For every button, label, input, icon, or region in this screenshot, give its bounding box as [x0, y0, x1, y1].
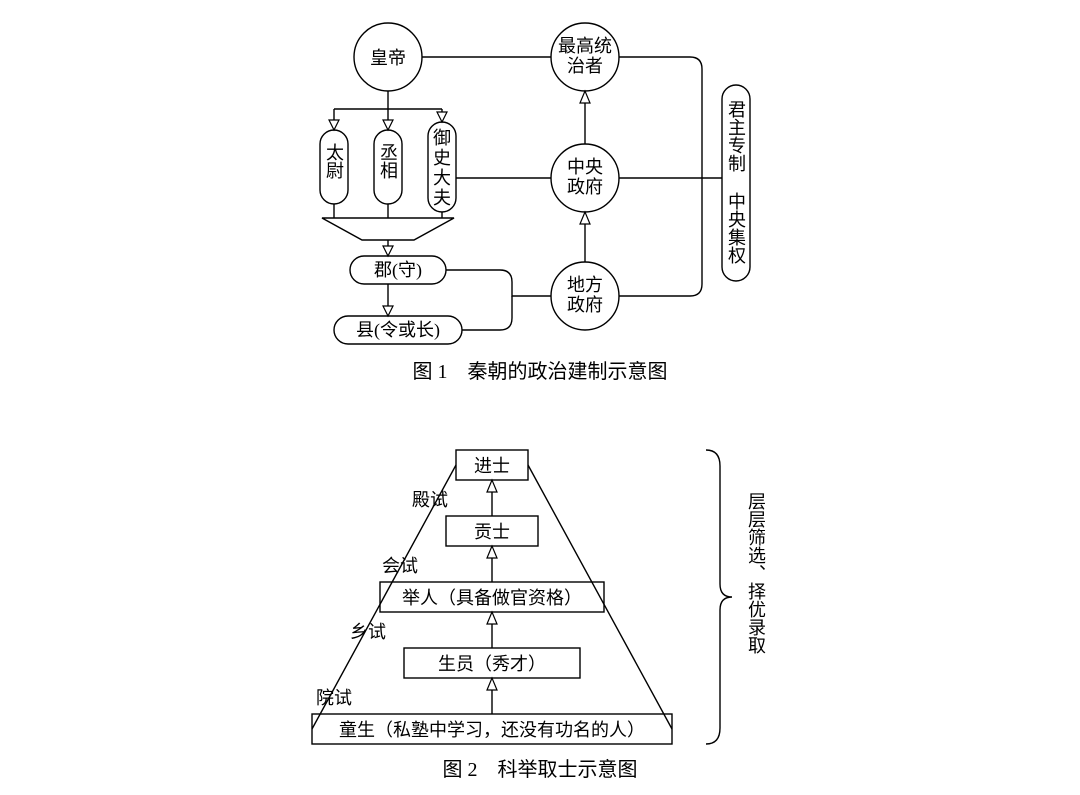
arrow-gongshi-jinshi — [487, 480, 497, 492]
arrow-central-supreme — [580, 91, 590, 103]
label-yushidafu-2: 史 — [433, 148, 451, 168]
edge-right-frame — [619, 57, 702, 296]
label-yushidafu-3: 大 — [433, 168, 451, 188]
label-yuanshi: 院试 — [316, 688, 352, 708]
label-tongsheng: 童生（私塾中学习，还没有功名的人） — [339, 719, 645, 740]
edge-xian-local — [462, 296, 512, 330]
arrow-to-jun — [383, 246, 393, 256]
label-central-gov-l1: 中央 — [567, 157, 603, 177]
label-side-2: 层层筛选、择优录取 — [746, 492, 766, 654]
caption-figure-2: 图 2 科举取士示意图 — [443, 758, 638, 781]
label-taiwei: 太尉 — [324, 143, 344, 179]
label-dianshi: 殿试 — [412, 490, 448, 510]
arrow-to-taiwei — [329, 120, 339, 130]
arrow-shengyuan-juren — [487, 612, 497, 624]
label-yushidafu-4: 夫 — [433, 188, 451, 208]
label-gongshi: 贡士 — [474, 522, 510, 542]
label-local-gov-l1: 地方 — [567, 275, 603, 295]
label-juren: 举人（具备做官资格） — [402, 588, 582, 608]
label-shengyuan: 生员（秀才） — [438, 654, 546, 674]
label-huishi: 会试 — [382, 556, 418, 576]
arrow-local-central — [580, 212, 590, 224]
arrow-juren-gongshi — [487, 546, 497, 558]
label-supreme-ruler-l1: 最高统 — [558, 36, 612, 56]
arrow-to-chengxiang — [383, 120, 393, 130]
label-central-gov-l2: 政府 — [567, 177, 603, 197]
label-xian: 县(令或长) — [356, 320, 440, 341]
edge-jun-local — [446, 270, 551, 296]
arrow-jun-xian — [383, 306, 393, 316]
label-jun: 郡(守) — [374, 260, 422, 281]
label-emperor: 皇帝 — [370, 48, 406, 68]
caption-figure-1: 图 1 秦朝的政治建制示意图 — [413, 360, 668, 383]
arrow-tongsheng-shengyuan — [487, 678, 497, 690]
label-local-gov-l2: 政府 — [567, 295, 603, 315]
label-side-1: 君主专制 中央集权 — [726, 100, 746, 264]
label-supreme-ruler-l2: 治者 — [567, 56, 603, 76]
arrow-to-yushi — [437, 112, 447, 122]
label-chengxiang: 丞相 — [378, 143, 398, 179]
label-yushidafu-1: 御 — [433, 128, 451, 148]
label-xiangshi: 乡试 — [350, 622, 386, 642]
funnel-shape — [322, 218, 454, 240]
label-jinshi: 进士 — [474, 456, 510, 476]
brace-figure-2 — [706, 450, 732, 744]
